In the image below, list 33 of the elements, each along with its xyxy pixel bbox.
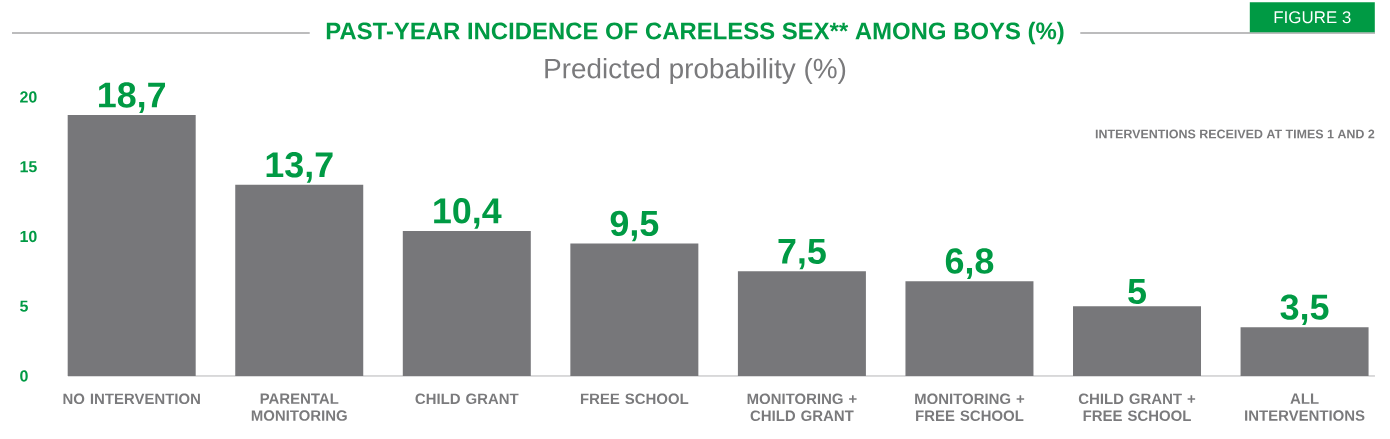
x-tick-label: CHILD GRANT bbox=[415, 393, 519, 405]
y-tick-label: 10 bbox=[20, 230, 37, 243]
bar bbox=[235, 184, 364, 376]
data-label: 10,4 bbox=[434, 198, 502, 229]
data-label: 6,8 bbox=[945, 248, 994, 279]
chart-subtitle: Predicted probability (%) bbox=[545, 58, 846, 84]
bar bbox=[402, 230, 531, 376]
data-label: 3,5 bbox=[1280, 294, 1329, 325]
x-tick-label: MONITORING + CHILD GRANT bbox=[747, 393, 857, 422]
caption: FIGURE 3 bbox=[1274, 11, 1351, 24]
bar bbox=[1240, 327, 1369, 376]
data-label: 18,7 bbox=[99, 82, 166, 113]
y-tick-label: 5 bbox=[20, 300, 28, 312]
x-tick-label: FREE SCHOOL bbox=[580, 393, 689, 405]
y-tick-label: 15 bbox=[20, 161, 37, 173]
y-tick-label: 20 bbox=[20, 91, 37, 103]
data-label: 9,5 bbox=[610, 210, 659, 242]
chart-title: PAST-YEAR INCIDENCE OF CARELESS SEX** AMONG BOYS (%) bbox=[326, 21, 1064, 45]
bar bbox=[1073, 306, 1202, 376]
data-label: 13,7 bbox=[266, 152, 333, 183]
x-tick-label: CHILD GRANT + FREE SCHOOL bbox=[1078, 393, 1196, 422]
x-tick-label: NO INTERVENTION bbox=[63, 393, 200, 405]
x-tick-label: MONITORING + FREE SCHOOL bbox=[915, 393, 1025, 422]
data-label: 5 bbox=[1128, 279, 1146, 305]
bar bbox=[905, 281, 1034, 376]
bar bbox=[570, 243, 699, 376]
annotation: INTERVENTIONS RECEIVED AT TIMES 1 AND 2 bbox=[1095, 129, 1375, 139]
bar bbox=[737, 271, 866, 376]
data-label: 7,5 bbox=[778, 238, 826, 270]
x-tick-label: PARENTAL MONITORING bbox=[251, 393, 347, 421]
y-tick-label: 0 bbox=[20, 370, 28, 382]
bar bbox=[67, 115, 196, 376]
x-tick-label: ALL INTERVENTIONS bbox=[1245, 393, 1365, 421]
